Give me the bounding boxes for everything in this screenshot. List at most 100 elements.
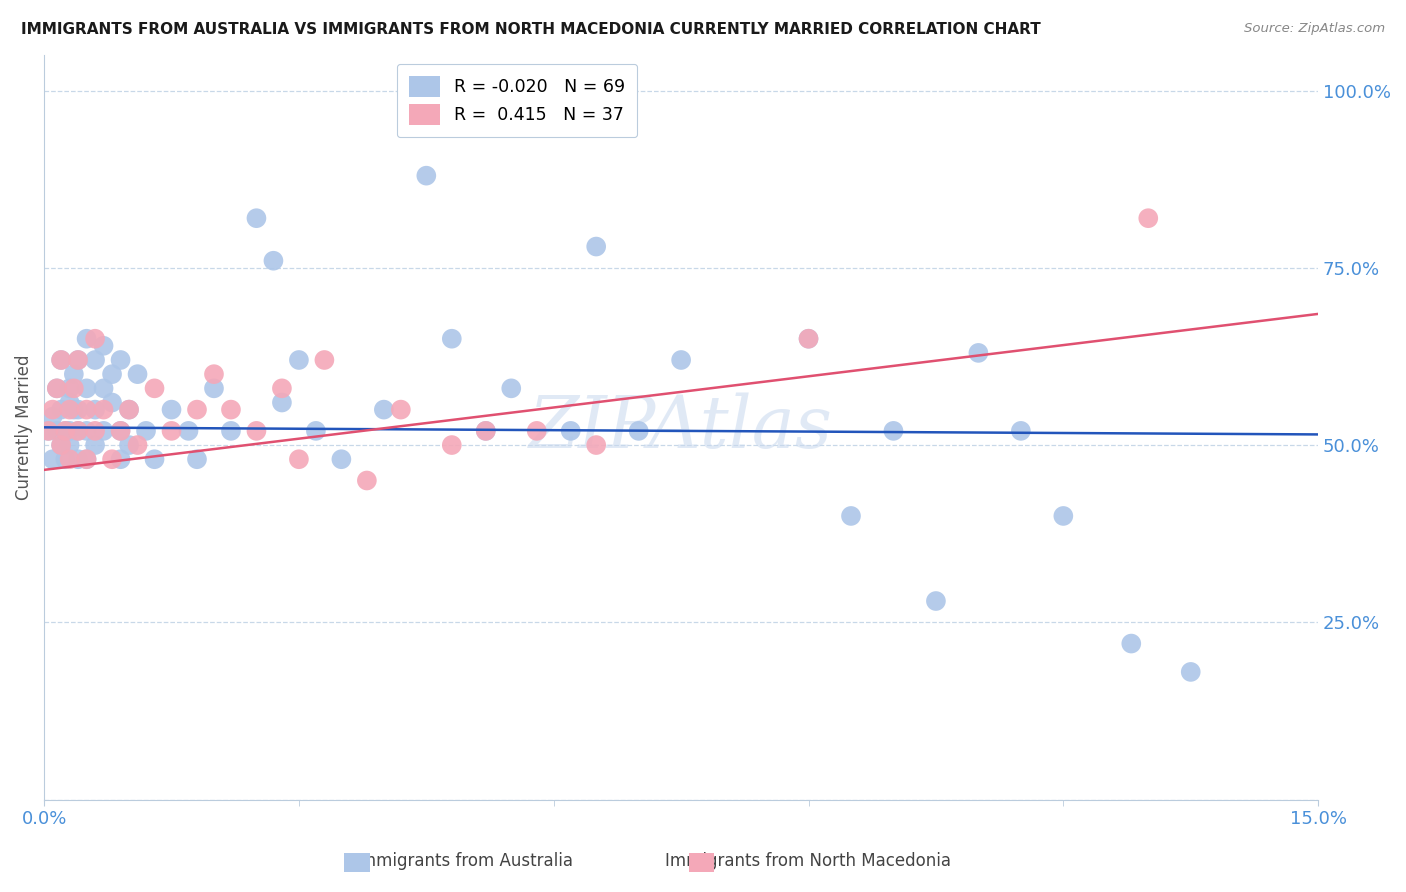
Point [76,452,98,467]
Point [84,402,107,417]
Point [373,402,395,417]
Point [160,424,183,438]
Point [330,452,353,467]
Point [49,353,72,368]
Point [110,452,132,467]
Legend: R = -0.020   N = 69, R =  0.415   N = 37: R = -0.020 N = 69, R = 0.415 N = 37 [396,64,637,137]
Point [63,402,86,417]
Point [45,381,67,395]
Point [41,409,63,424]
Point [925,594,948,608]
Point [314,353,336,368]
Point [84,424,107,438]
Point [245,424,267,438]
Point [288,353,311,368]
Point [627,424,650,438]
Point [440,332,463,346]
Point [262,253,284,268]
Point [93,402,115,417]
Point [93,339,115,353]
Point [219,424,242,438]
Point [63,381,86,395]
Point [58,452,80,467]
Point [245,211,267,226]
Point [67,424,90,438]
Point [118,402,141,417]
Point [53,424,76,438]
Point [127,367,149,381]
Point [186,402,208,417]
Point [84,353,107,368]
Point [67,353,90,368]
Point [45,424,67,438]
Point [101,395,124,409]
Text: ZIPAtlas: ZIPAtlas [529,392,834,463]
Point [67,353,90,368]
Point [76,452,98,467]
Point [1010,424,1032,438]
Point [49,402,72,417]
Y-axis label: Currently Married: Currently Married [15,355,32,500]
Point [118,438,141,452]
Point [882,424,904,438]
Text: Immigrants from Australia: Immigrants from Australia [354,852,574,870]
Point [797,332,820,346]
Point [271,395,294,409]
Point [76,402,98,417]
Point [93,381,115,395]
Point [440,438,463,452]
Point [110,353,132,368]
Point [110,424,132,438]
Point [76,424,98,438]
Point [84,438,107,452]
Point [67,402,90,417]
Point [669,353,692,368]
Point [76,332,98,346]
Point [160,402,183,417]
Point [53,452,76,467]
Point [41,452,63,467]
Point [67,452,90,467]
Point [219,402,242,417]
Point [118,402,141,417]
Point [585,438,607,452]
Point [37,424,59,438]
Point [585,239,607,253]
Point [110,424,132,438]
Point [389,402,412,417]
Point [101,452,124,467]
Point [58,438,80,452]
Point [93,424,115,438]
Point [501,381,523,395]
Point [1137,211,1160,226]
Point [526,424,548,438]
Point [202,381,225,395]
Point [560,424,582,438]
Point [305,424,328,438]
Point [41,402,63,417]
Text: IMMIGRANTS FROM AUSTRALIA VS IMMIGRANTS FROM NORTH MACEDONIA CURRENTLY MARRIED C: IMMIGRANTS FROM AUSTRALIA VS IMMIGRANTS … [21,22,1040,37]
Point [143,452,166,467]
Point [475,424,498,438]
Point [63,367,86,381]
Point [1180,665,1202,679]
Point [271,381,294,395]
Point [67,424,90,438]
Point [356,474,378,488]
Point [967,346,990,360]
Point [143,381,166,395]
Point [101,367,124,381]
Point [839,508,862,523]
Point [37,424,59,438]
Point [58,395,80,409]
Point [58,424,80,438]
Point [49,438,72,452]
Text: Source: ZipAtlas.com: Source: ZipAtlas.com [1244,22,1385,36]
Point [84,332,107,346]
Point [49,353,72,368]
Point [475,424,498,438]
Point [415,169,437,183]
Point [127,438,149,452]
Point [135,424,157,438]
Point [58,381,80,395]
